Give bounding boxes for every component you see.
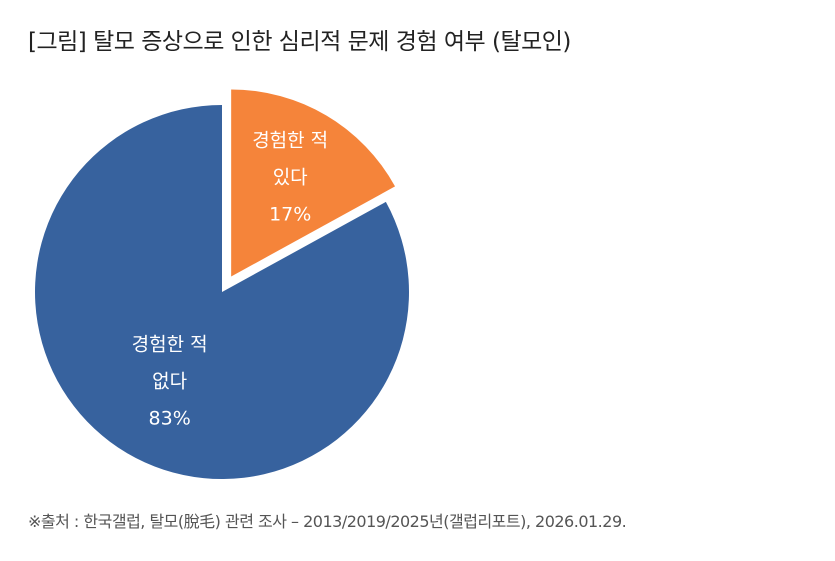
pie-chart: 경험한 적 있다 17%경험한 적 없다 83% bbox=[35, 89, 410, 480]
pie-slice-category-label: 경험한 적 bbox=[132, 334, 208, 356]
pie-slice-1 bbox=[231, 89, 396, 277]
pie-slice-2 bbox=[35, 105, 410, 480]
pie-slice-category-label: 있다 bbox=[273, 167, 308, 189]
source-note: ※출처 : 한국갤럽, 탈모(脫毛) 관련 조사 – 2013/2019/202… bbox=[28, 512, 627, 531]
pie-slice-value-label: 17% bbox=[269, 204, 311, 226]
pie-slice-category-label: 없다 bbox=[152, 371, 187, 393]
pie-slice-value-label: 83% bbox=[149, 408, 191, 430]
pie-slice-category-label: 경험한 적 bbox=[252, 130, 328, 152]
chart-title: [그림] 탈모 증상으로 인한 심리적 문제 경험 여부 (탈모인) bbox=[28, 29, 571, 55]
